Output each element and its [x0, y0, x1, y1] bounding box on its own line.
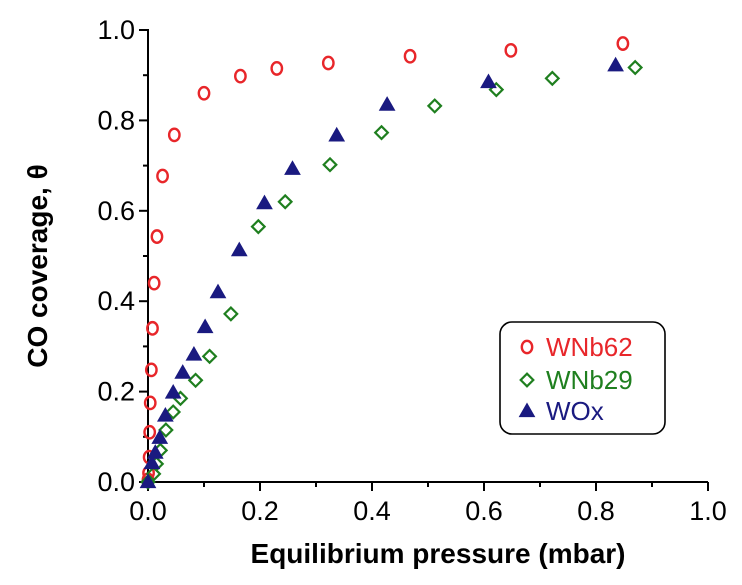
- wnb62-point: [233, 68, 247, 84]
- wnb62-point: [146, 320, 159, 336]
- y-axis-title: CO coverage, θ: [22, 164, 53, 367]
- wnb29-point: [145, 466, 162, 482]
- data-markers: [139, 36, 644, 490]
- wnb29-point: [187, 372, 204, 389]
- wnb29-point: [223, 306, 239, 322]
- legend-label-wox: WOx: [546, 396, 604, 426]
- wnb62-point: [156, 168, 169, 184]
- plot-area: 0.0 0.2 0.4 0.6 0.8 1.0 0.0 0.2 0.4 0.6 0.8 1.0: [97, 15, 726, 526]
- wox-point: [139, 473, 157, 489]
- wnb62-point: [197, 85, 211, 101]
- wox-point: [378, 96, 396, 111]
- wox-point: [328, 126, 346, 142]
- wnb29-point: [277, 193, 294, 210]
- y-tick-label: 0.2: [97, 377, 135, 407]
- wnb29-point: [250, 218, 267, 235]
- y-tick-label: 0.4: [97, 286, 135, 316]
- wnb29-point: [627, 59, 644, 76]
- wox-point: [209, 283, 227, 299]
- wox-point: [156, 407, 174, 422]
- wnb29-point: [544, 70, 561, 87]
- wox-point: [143, 454, 161, 470]
- legend-markers: [518, 339, 536, 418]
- wox-point: [607, 56, 624, 72]
- wnb62-point: [270, 61, 284, 76]
- wnb62-point: [143, 395, 157, 411]
- wox-point: [164, 383, 182, 399]
- wox-point: [284, 160, 301, 175]
- wnb29-point: [158, 422, 174, 438]
- y-tick-label: 0.6: [97, 196, 135, 226]
- wnb62-point: [143, 424, 157, 440]
- wox-point: [230, 241, 248, 257]
- legend-marker-wnb29: [519, 372, 535, 388]
- wnb29-point: [165, 404, 182, 420]
- y-ticks: 0.0 0.2 0.4 0.6 0.8 1.0: [97, 15, 148, 497]
- wnb29-point: [373, 124, 390, 141]
- legend-label-wnb62: WNb62: [546, 332, 633, 362]
- x-tick-label: 0.0: [129, 496, 167, 526]
- y-tick-label: 0.0: [97, 467, 135, 497]
- x-axis-title: Equilibrium pressure (mbar): [251, 538, 626, 569]
- wnb62-point: [167, 127, 181, 143]
- wox-point: [256, 194, 273, 210]
- wox-point: [174, 364, 192, 379]
- wox-point: [146, 444, 164, 459]
- legend: WNb62 WNb29 WOx: [499, 321, 666, 435]
- legend-marker-wnb62: [520, 339, 534, 355]
- wnb62-point: [147, 275, 161, 291]
- legend-label-wnb29: WNb29: [546, 365, 633, 395]
- series-wox: [139, 56, 624, 489]
- wox-point: [151, 429, 169, 444]
- legend-box: [499, 321, 666, 435]
- x-tick-label: 0.4: [353, 496, 391, 526]
- wnb62-point: [616, 36, 630, 51]
- x-ticks: 0.0 0.2 0.4 0.6 0.8 1.0: [129, 482, 727, 526]
- wox-point: [196, 318, 214, 334]
- wnb62-point: [150, 229, 164, 244]
- series-wnb29: [140, 59, 644, 490]
- wnb62-point: [403, 48, 417, 64]
- wnb29-point: [426, 98, 443, 114]
- y-tick-label: 1.0: [97, 15, 135, 45]
- wox-point: [480, 73, 497, 89]
- x-tick-label: 1.0: [689, 496, 727, 526]
- x-tick-label: 0.8: [577, 496, 615, 526]
- x-tick-label: 0.6: [465, 496, 503, 526]
- wnb62-point: [144, 362, 158, 378]
- wnb29-point: [201, 348, 218, 365]
- wox-point: [185, 346, 203, 361]
- wnb62-point: [504, 42, 518, 58]
- legend-marker-wox: [518, 402, 536, 418]
- wnb29-point: [322, 156, 338, 173]
- y-tick-label: 0.8: [97, 105, 135, 135]
- wnb62-point: [321, 55, 335, 71]
- x-tick-label: 0.2: [241, 496, 279, 526]
